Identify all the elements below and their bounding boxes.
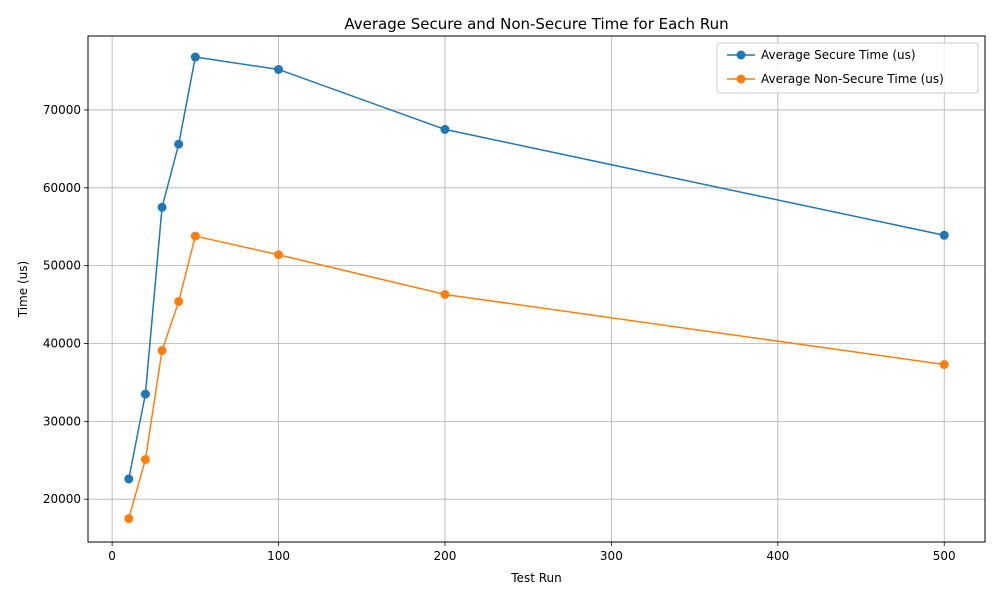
legend-marker bbox=[736, 50, 746, 60]
x-axis-ticks: 0 100 200 300 400 500 bbox=[108, 542, 956, 563]
data-point bbox=[274, 250, 284, 260]
series-line bbox=[128, 235, 945, 520]
data-point bbox=[157, 345, 167, 355]
chart-title: Average Secure and Non-Secure Time for E… bbox=[344, 15, 728, 33]
data-point bbox=[440, 124, 450, 134]
data-point bbox=[190, 52, 200, 62]
series-1 bbox=[124, 52, 949, 484]
legend-entries: Average Secure Time (us) Average Non-Secu… bbox=[727, 48, 944, 86]
legend-label: Average Secure Time (us) bbox=[761, 48, 916, 62]
series-layer bbox=[124, 52, 949, 524]
data-point bbox=[939, 230, 949, 240]
legend-box bbox=[716, 42, 979, 94]
y-tick-label: 30000 bbox=[43, 414, 81, 428]
legend: Average Secure Time (us) Average Non-Secu… bbox=[716, 42, 979, 94]
data-point bbox=[124, 514, 134, 524]
y-axis-ticks: 20000 30000 40000 50000 60000 70000 bbox=[43, 103, 88, 506]
y-tick-label: 40000 bbox=[43, 336, 81, 350]
legend-label: Average Non-Secure Time (us) bbox=[761, 72, 944, 86]
data-point bbox=[124, 474, 134, 484]
x-tick-label: 300 bbox=[600, 549, 623, 563]
y-tick-label: 60000 bbox=[43, 181, 81, 195]
legend-marker bbox=[736, 74, 746, 84]
data-point bbox=[140, 389, 150, 399]
y-tick-label: 20000 bbox=[43, 492, 81, 506]
data-point bbox=[939, 360, 949, 370]
y-tick-label: 70000 bbox=[43, 103, 81, 117]
data-point bbox=[190, 231, 200, 241]
plot-frame bbox=[87, 35, 986, 543]
x-tick-label: 500 bbox=[933, 549, 956, 563]
data-point bbox=[174, 296, 184, 306]
x-tick-label: 0 bbox=[108, 549, 116, 563]
series-2 bbox=[124, 231, 949, 524]
series-line bbox=[128, 56, 945, 480]
x-tick-label: 400 bbox=[766, 549, 789, 563]
legend-entry: Average Non-Secure Time (us) bbox=[727, 72, 944, 86]
y-axis-label: Time (us) bbox=[16, 261, 30, 318]
grid-lines bbox=[88, 36, 985, 542]
x-axis-label: Test Run bbox=[510, 571, 561, 585]
x-tick-label: 200 bbox=[434, 549, 457, 563]
legend-entry: Average Secure Time (us) bbox=[727, 48, 916, 62]
data-point bbox=[274, 64, 284, 74]
data-point bbox=[140, 454, 150, 464]
y-tick-label: 50000 bbox=[43, 259, 81, 273]
data-point bbox=[440, 289, 450, 299]
data-point bbox=[174, 139, 184, 149]
data-point bbox=[157, 202, 167, 212]
x-tick-label: 100 bbox=[267, 549, 290, 563]
